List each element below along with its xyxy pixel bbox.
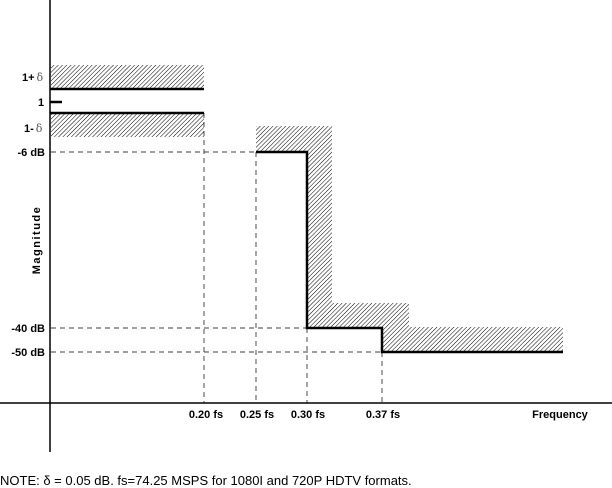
guide-lines bbox=[51, 113, 383, 403]
footnote: NOTE: δ = 0.05 dB. fs=74.25 MSPS for 108… bbox=[0, 473, 412, 488]
y-tick-minus40db: -40 dB bbox=[11, 323, 45, 335]
y-tick-minus6db: -6 dB bbox=[18, 147, 46, 159]
mask-lines bbox=[50, 87, 563, 354]
x-tick-0.30fs: 0.30 fs bbox=[291, 409, 325, 421]
passband-upper-hatch bbox=[51, 65, 204, 89]
y-tick-minus50db: -50 dB bbox=[11, 347, 45, 359]
passband-lower-hatch bbox=[51, 113, 204, 137]
x-tick-0.37fs: 0.37 fs bbox=[366, 409, 400, 421]
x-axis-label: Frequency bbox=[532, 409, 589, 421]
y-tick-1-minus-delta: 1- δ bbox=[24, 122, 43, 135]
y-axis-label: Magnitude bbox=[31, 206, 43, 275]
x-tick-0.25fs: 0.25 fs bbox=[240, 409, 274, 421]
y-tick-1: 1 bbox=[38, 97, 44, 109]
x-tick-0.20fs: 0.20 fs bbox=[189, 409, 223, 421]
stopband-hatch bbox=[256, 126, 563, 352]
y-tick-1-plus-delta: 1+ δ bbox=[22, 71, 44, 84]
